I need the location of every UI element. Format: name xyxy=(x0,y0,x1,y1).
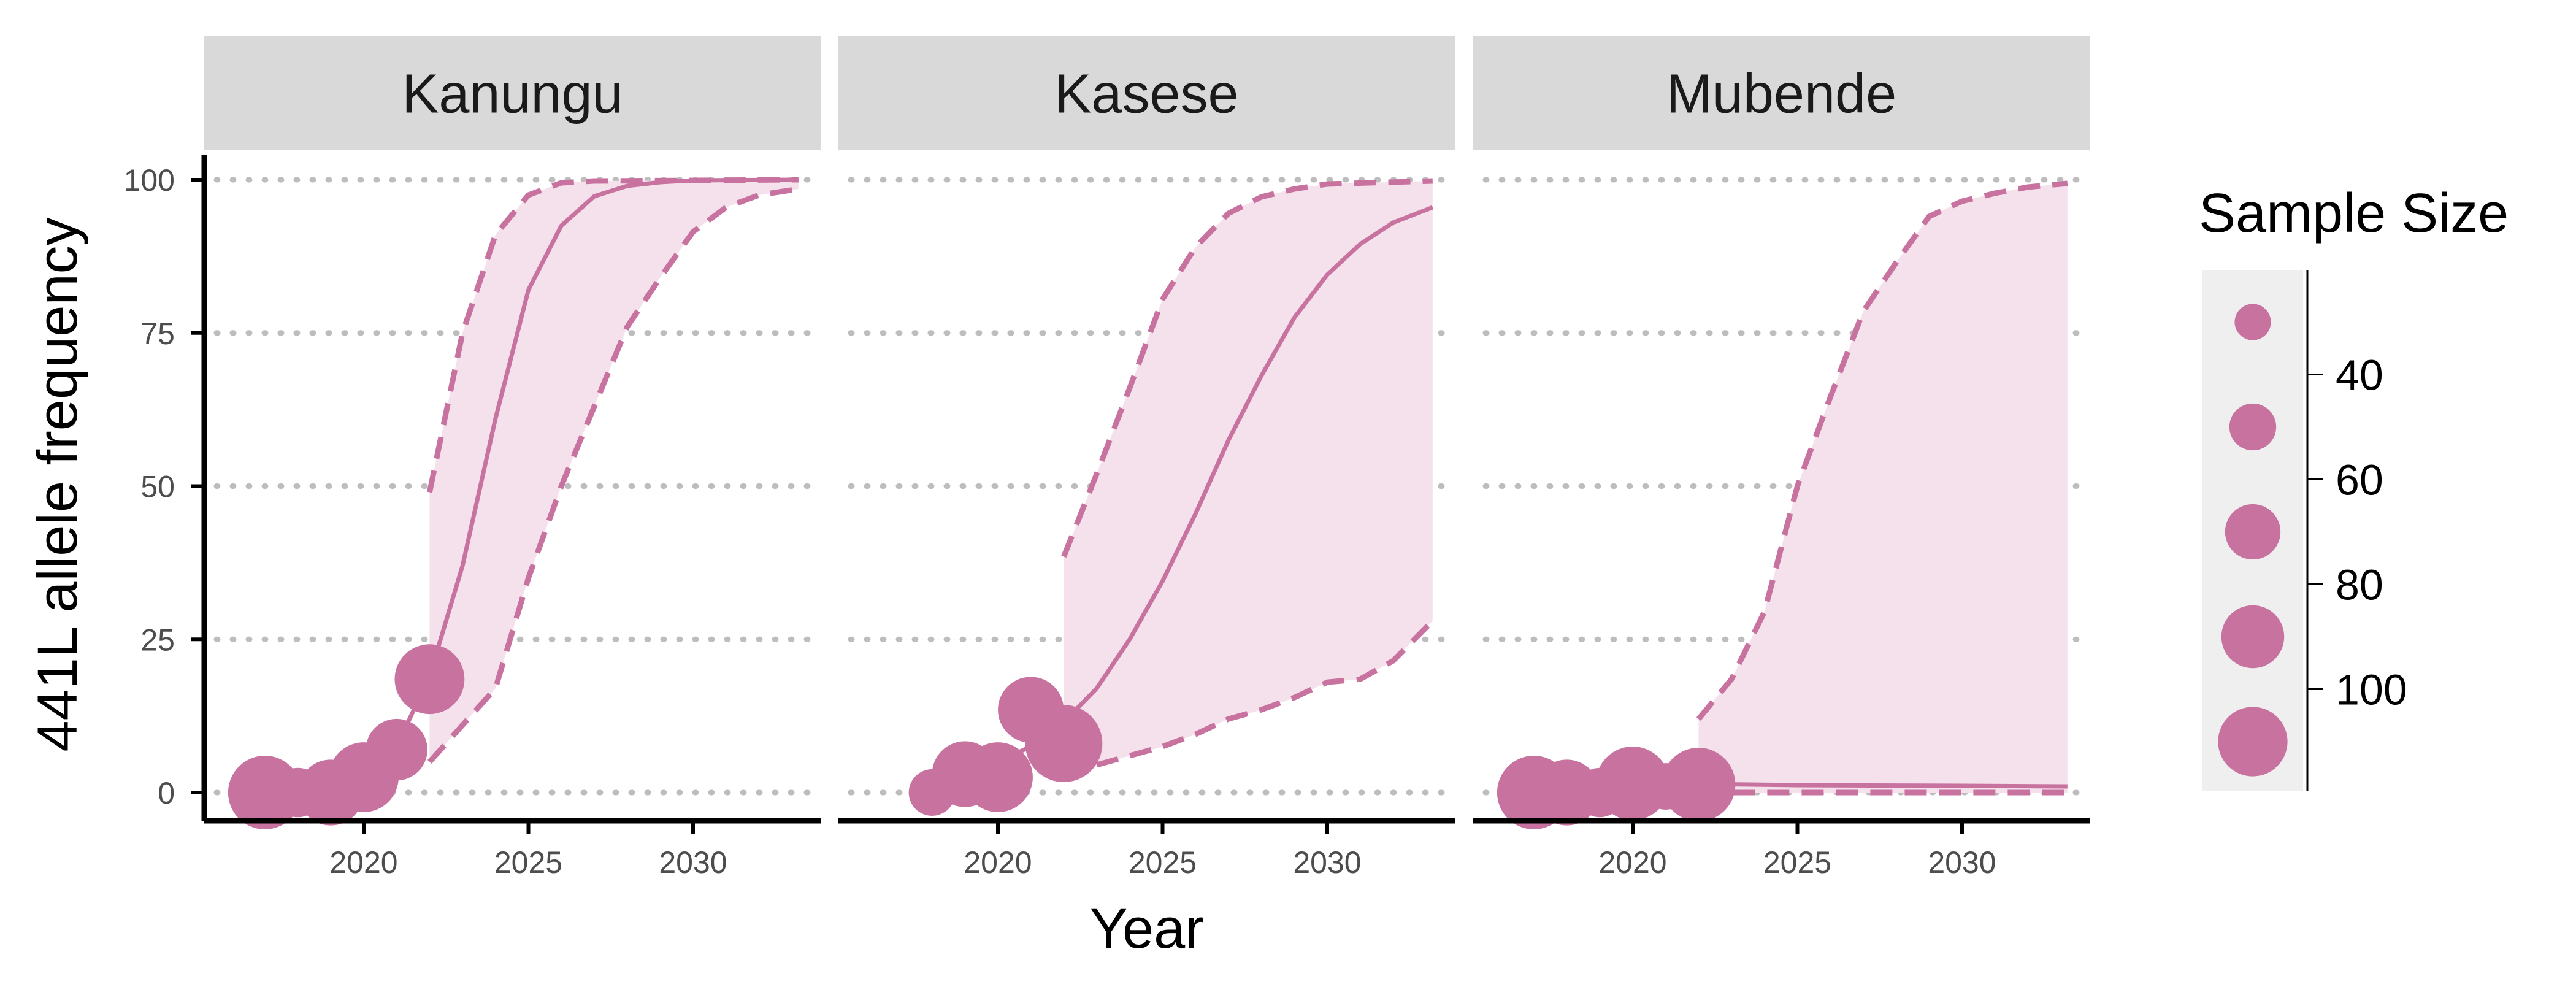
upper-bound-line xyxy=(426,177,799,493)
x-tick-label-2020: 2020 xyxy=(1598,845,1666,880)
credible-band xyxy=(429,180,799,762)
credible-band xyxy=(1064,181,1433,774)
legend-key-point xyxy=(2229,403,2277,451)
lower-bound-line xyxy=(427,186,799,764)
y-tick-label-100: 100 xyxy=(124,163,175,198)
x-tick-label-2030: 2030 xyxy=(1293,845,1361,880)
observed-point xyxy=(963,742,1033,812)
legend-key-point xyxy=(2218,707,2288,777)
legend-label-40: 40 xyxy=(2336,351,2383,399)
x-tick-label-2020: 2020 xyxy=(329,845,397,880)
legend-label-100: 100 xyxy=(2336,666,2407,714)
legend-label-60: 60 xyxy=(2336,456,2383,504)
facet-strip xyxy=(204,36,821,150)
y-tick-label-0: 0 xyxy=(158,776,175,810)
legend-key-point xyxy=(2225,504,2281,560)
y-tick-label-50: 50 xyxy=(140,470,175,504)
median-line xyxy=(1698,782,2068,789)
sample-size-legend: Sample Size 40 60 80 100 xyxy=(2199,183,2509,791)
observed-point xyxy=(1662,748,1736,822)
y-tick-label-75: 75 xyxy=(140,317,175,351)
x-tick-label-2025: 2025 xyxy=(1129,845,1197,880)
x-tick-label-2030: 2030 xyxy=(659,845,727,880)
legend-key-point xyxy=(2221,605,2285,669)
x-tick-label-2020: 2020 xyxy=(964,845,1032,880)
credible-band xyxy=(1698,183,2068,793)
y-tick-label-25: 25 xyxy=(140,623,175,657)
y-axis: 0 25 50 75 100 xyxy=(124,155,207,821)
observed-point xyxy=(1025,705,1103,783)
upper-bound-line xyxy=(1696,180,2068,721)
y-axis-title: 441L allele frequency xyxy=(26,217,89,751)
observed-point xyxy=(366,718,427,781)
panel-kanungu: Kanungu 2020 2025 2030 xyxy=(204,36,821,880)
x-tick-label-2025: 2025 xyxy=(494,845,562,880)
x-tick-label-2030: 2030 xyxy=(1928,845,1996,880)
x-axis-title: Year xyxy=(1090,897,1204,960)
upper-bound-line xyxy=(1061,178,1433,558)
legend-label-80: 80 xyxy=(2336,561,2383,609)
lower-bound-line xyxy=(1063,619,1435,777)
panel-kasese: Kasese 2020 2025 2030 xyxy=(838,36,1455,880)
facet-strip xyxy=(838,36,1455,150)
facet-strip-label: Kanungu xyxy=(402,64,623,125)
legend-title: Sample Size xyxy=(2199,183,2509,244)
facet-strip-label: Kasese xyxy=(1054,64,1238,125)
x-tick-label-2025: 2025 xyxy=(1763,845,1831,880)
legend-key-point xyxy=(2234,304,2271,340)
observed-point xyxy=(394,644,465,715)
panel-mubende: Mubende 2020 2025 2030 xyxy=(1473,36,2090,880)
facet-strip-label: Mubende xyxy=(1666,64,1896,125)
facet-strip xyxy=(1473,36,2090,150)
